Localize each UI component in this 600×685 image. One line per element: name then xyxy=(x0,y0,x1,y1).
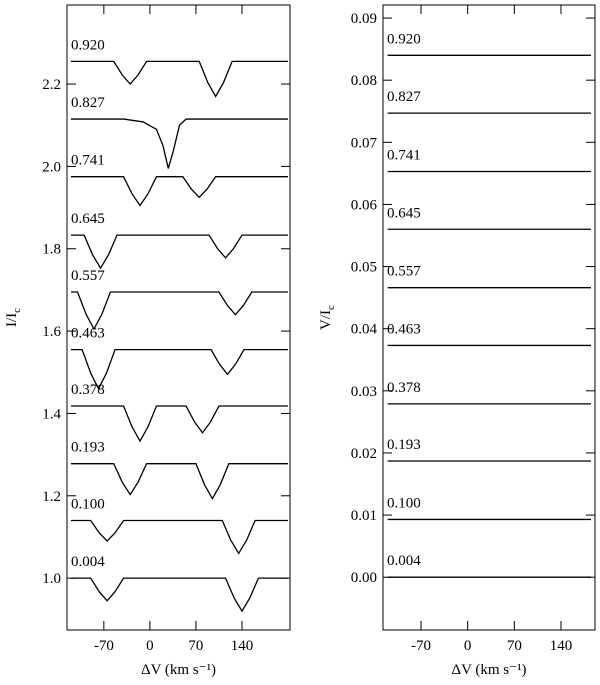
y-tick-label: 0.06 xyxy=(351,197,378,213)
phase-label: 0.645 xyxy=(71,211,105,227)
phase-label: 0.741 xyxy=(71,153,105,169)
y-tick-label: 0.07 xyxy=(351,135,378,151)
y-axis-label-sub: c xyxy=(325,305,337,310)
phase-label: 0.920 xyxy=(71,37,105,53)
phase-label: 0.557 xyxy=(387,264,421,280)
phase-label: 0.193 xyxy=(387,437,421,453)
y-tick-label: 1.0 xyxy=(42,571,61,587)
phase-label: 0.645 xyxy=(387,205,421,221)
profile-line xyxy=(70,405,289,443)
profile-line xyxy=(70,577,289,613)
x-tick-label: -70 xyxy=(94,638,114,654)
phase-label: 0.100 xyxy=(387,495,421,511)
y-axis-label-main: I/I xyxy=(4,313,20,327)
y-tick-label: 0.08 xyxy=(351,73,377,89)
y-axis-label-main: V/I xyxy=(318,310,334,330)
profile-line xyxy=(70,519,289,555)
phase-label: 0.004 xyxy=(71,554,105,570)
phase-label: 0.100 xyxy=(71,496,105,512)
phase-label: 0.378 xyxy=(71,382,105,398)
y-tick-label: 2.2 xyxy=(42,77,61,93)
x-tick-label: 140 xyxy=(231,638,254,654)
profile-line xyxy=(70,118,289,169)
x-tick-label: 0 xyxy=(464,638,472,654)
y-tick-label: 1.4 xyxy=(42,406,61,422)
phase-label: 0.463 xyxy=(387,321,421,337)
plot-frame xyxy=(66,4,291,631)
phase-label: 0.193 xyxy=(71,440,105,456)
plot-frame xyxy=(382,4,596,631)
profile-line xyxy=(70,234,289,270)
x-tick-label: 70 xyxy=(507,638,522,654)
phase-label: 0.741 xyxy=(387,148,421,164)
x-tick-label: 70 xyxy=(188,638,203,654)
y-tick-label: 1.6 xyxy=(42,324,61,340)
profile-line xyxy=(70,60,289,98)
y-tick-label: 0.09 xyxy=(351,11,377,27)
profile-line xyxy=(70,176,289,207)
profile-line xyxy=(70,348,289,391)
phase-label: 0.557 xyxy=(71,268,105,284)
x-tick-label: 140 xyxy=(550,638,573,654)
y-tick-label: 0.04 xyxy=(351,322,378,338)
y-tick-label: 1.8 xyxy=(42,242,61,258)
y-axis-label-sub: c xyxy=(11,308,23,313)
x-axis-label: ΔV (km s⁻¹) xyxy=(141,662,216,678)
x-axis-label: ΔV (km s⁻¹) xyxy=(451,662,526,678)
phase-label: 0.004 xyxy=(387,553,421,569)
profile-line xyxy=(70,463,289,500)
y-tick-label: 0.02 xyxy=(351,446,377,462)
phase-label: 0.920 xyxy=(387,31,421,47)
phase-label: 0.827 xyxy=(71,95,105,111)
y-tick-label: 1.2 xyxy=(42,489,61,505)
y-tick-label: 0.00 xyxy=(351,570,377,586)
y-tick-label: 2.0 xyxy=(42,159,61,175)
x-tick-label: 0 xyxy=(146,638,154,654)
y-tick-label: 0.01 xyxy=(351,508,377,524)
y-tick-label: 0.03 xyxy=(351,384,377,400)
profile-line xyxy=(70,291,289,331)
phase-label: 0.463 xyxy=(71,326,105,342)
y-axis-label: I/Ic xyxy=(4,308,23,327)
y-axis-label: V/Ic xyxy=(318,305,337,330)
y-tick-label: 0.05 xyxy=(351,260,377,276)
x-tick-label: -70 xyxy=(411,638,431,654)
phase-label: 0.378 xyxy=(387,380,421,396)
phase-label: 0.827 xyxy=(387,89,421,105)
